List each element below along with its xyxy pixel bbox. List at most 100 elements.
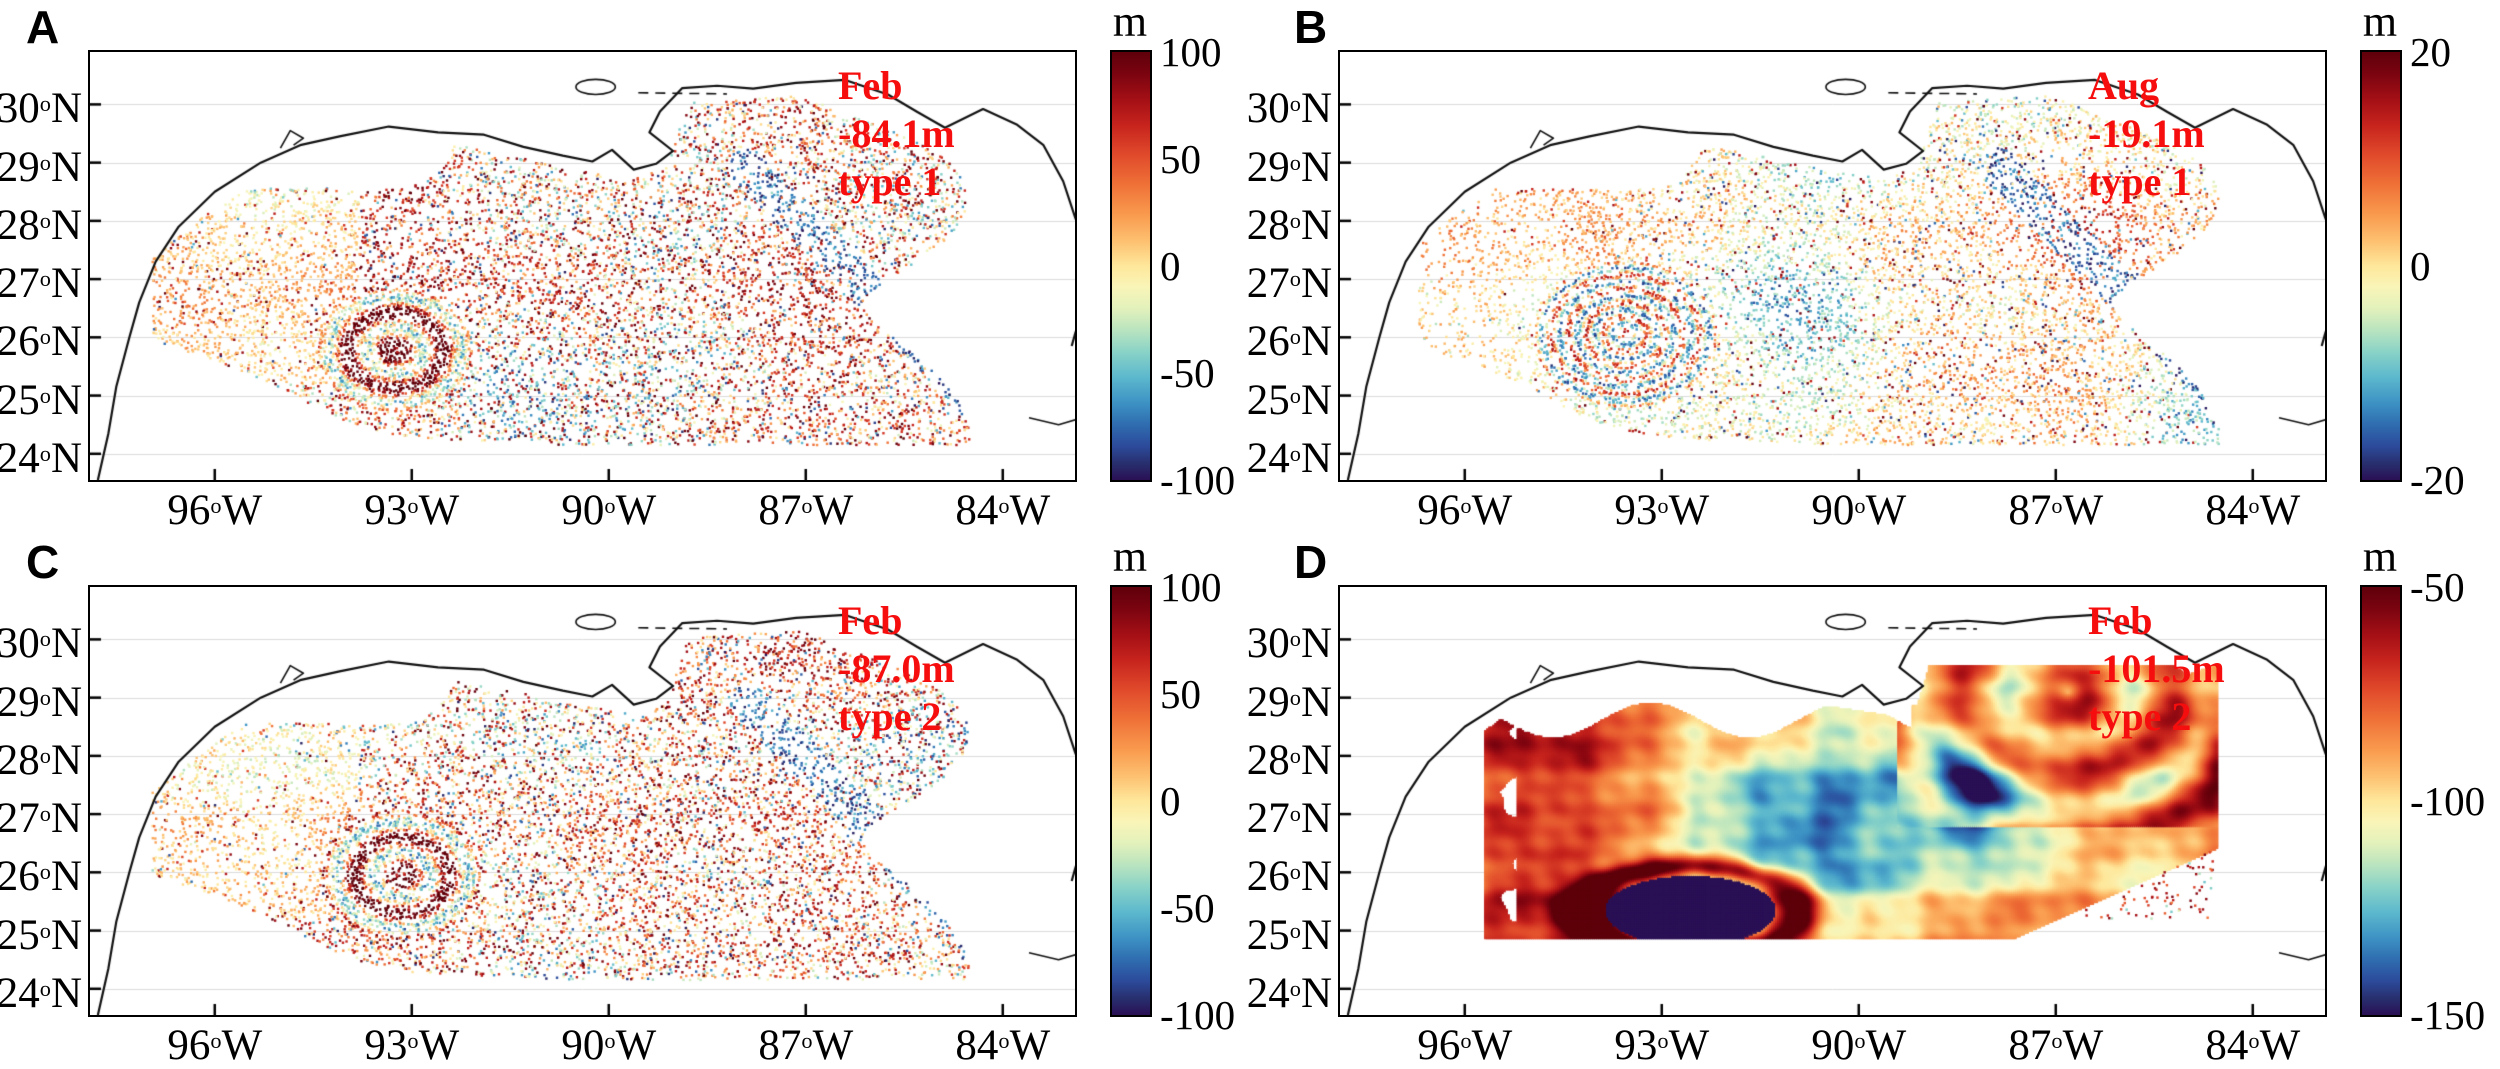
map-plot: Feb -84.1m type 1 [88,50,1077,482]
gulf-map-canvas [90,52,1075,480]
x-tick-label: 90oW [1811,487,1907,534]
colorbar-tick-label: 100 [1160,29,1222,75]
y-tick-label: 26oN [0,853,82,901]
x-tick-label: 90oW [1811,1022,1907,1069]
colorbar-tick-label: -50 [1160,885,1215,931]
colorbar-tick-label: -50 [1160,350,1215,396]
y-tick-label: 27oN [1246,795,1332,843]
panel-b: B Aug -19.1m type 1 30oN 29oN 28oN 27oN 26oN… [1247,0,2500,534]
annotation-depth: -84.1m [838,111,955,156]
y-tick-label: 30oN [0,620,82,668]
colorbar-tick-label: -100 [2410,778,2486,824]
annotation-month: Feb [838,598,903,643]
colorbar-tick-label: 0 [2410,243,2431,289]
y-tick-label: 28oN [0,202,82,250]
panel-annotation: Feb -101.5m type 2 [2088,597,2225,741]
annotation-depth: -101.5m [2088,646,2225,691]
map-plot: Feb -101.5m type 2 [1338,585,2327,1017]
y-tick-label: 30oN [1246,620,1332,668]
colorbar [2360,50,2402,482]
x-tick-label: 87oW [2008,1022,2104,1069]
colorbar-unit-label: m [1112,0,1148,46]
colorbar [1110,585,1152,1017]
colorbar-tick-label: -50 [2410,564,2465,610]
annotation-month: Feb [838,63,903,108]
y-tick-label: 30oN [0,85,82,133]
panel-letter: B [1294,1,1328,53]
y-tick-label: 24oN [0,434,82,482]
x-tick-label: 84oW [2205,487,2301,534]
x-tick-label: 84oW [955,1022,1051,1069]
colorbar-tick-label: -150 [2410,992,2486,1038]
y-tick-label: 29oN [0,678,82,726]
y-tick-label: 27oN [1246,260,1332,308]
x-tick-label: 93oW [364,487,460,534]
panel-a: A Feb -84.1m type 1 30oN 29oN 28oN 27oN 26oN… [0,0,1250,534]
gulf-map-canvas [1340,52,2325,480]
colorbar-tick-label: 50 [1160,671,1201,717]
x-tick-label: 84oW [955,487,1051,534]
annotation-type: type 1 [838,159,942,204]
x-tick-label: 90oW [561,487,657,534]
panel-letter: D [1294,536,1328,588]
x-tick-label: 96oW [1417,487,1513,534]
panel-c: C Feb -87.0m type 2 30oN 29oN 28oN 27oN 26oN… [0,532,1250,1069]
map-plot: Feb -87.0m type 2 [88,585,1077,1017]
colorbar-unit-label: m [2362,0,2398,46]
x-tick-label: 96oW [167,487,263,534]
y-tick-label: 29oN [1246,678,1332,726]
annotation-month: Aug [2088,63,2160,108]
colorbar-tick-label: -100 [1160,457,1236,503]
x-tick-label: 93oW [1614,1022,1710,1069]
x-tick-label: 90oW [561,1022,657,1069]
y-tick-label: 29oN [0,143,82,191]
y-tick-label: 25oN [0,376,82,424]
y-tick-label: 28oN [1246,737,1332,785]
map-plot: Aug -19.1m type 1 [1338,50,2327,482]
colorbar-tick-label: 100 [1160,564,1222,610]
panel-letter: A [26,1,60,53]
colorbar-unit-label: m [1112,532,1148,581]
y-tick-label: 26oN [1246,853,1332,901]
y-tick-label: 28oN [1246,202,1332,250]
y-tick-label: 24oN [1246,434,1332,482]
annotation-depth: -87.0m [838,646,955,691]
colorbar-tick-label: 0 [1160,778,1181,824]
x-tick-label: 87oW [758,487,854,534]
x-tick-label: 96oW [1417,1022,1513,1069]
x-tick-label: 93oW [364,1022,460,1069]
y-tick-label: 27oN [0,795,82,843]
annotation-month: Feb [2088,598,2153,643]
colorbar-tick-label: 20 [2410,29,2451,75]
y-tick-label: 24oN [0,969,82,1017]
y-tick-label: 25oN [1246,376,1332,424]
y-tick-label: 28oN [0,737,82,785]
y-tick-label: 25oN [1246,911,1332,959]
x-tick-label: 93oW [1614,487,1710,534]
panel-annotation: Aug -19.1m type 1 [2088,62,2205,206]
x-tick-label: 96oW [167,1022,263,1069]
colorbar-unit-label: m [2362,532,2398,581]
x-tick-label: 87oW [2008,487,2104,534]
colorbar-tick-label: 0 [1160,243,1181,289]
panel-letter: C [26,536,60,588]
colorbar [1110,50,1152,482]
annotation-type: type 2 [2088,694,2192,739]
colorbar-tick-label: -100 [1160,992,1236,1038]
gulf-map-canvas [90,587,1075,1015]
panel-annotation: Feb -84.1m type 1 [838,62,955,206]
y-tick-label: 30oN [1246,85,1332,133]
y-tick-label: 24oN [1246,969,1332,1017]
x-tick-label: 84oW [2205,1022,2301,1069]
annotation-depth: -19.1m [2088,111,2205,156]
y-tick-label: 27oN [0,260,82,308]
colorbar [2360,585,2402,1017]
panel-annotation: Feb -87.0m type 2 [838,597,955,741]
panel-d: D Feb -101.5m type 2 30oN 29oN 28oN 27oN 26o… [1247,532,2500,1069]
y-tick-label: 29oN [1246,143,1332,191]
colorbar-tick-label: 50 [1160,136,1201,182]
x-tick-label: 87oW [758,1022,854,1069]
y-tick-label: 26oN [0,318,82,366]
annotation-type: type 2 [838,694,942,739]
